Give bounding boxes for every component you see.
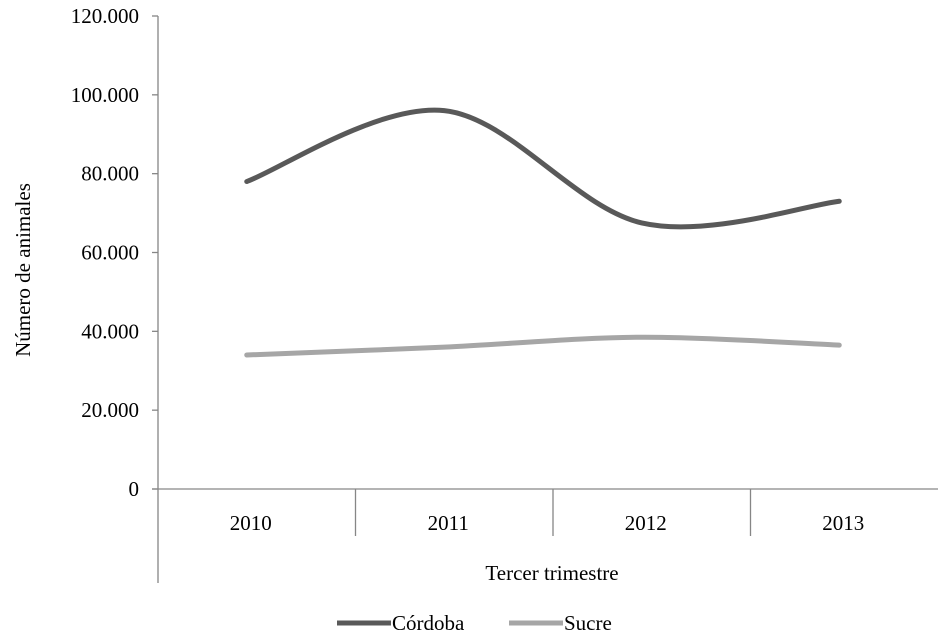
x-axis-title: Tercer trimestre [485,561,618,585]
x-tick-label: 2012 [625,511,667,535]
axes: 0 20.000 40.000 60.000 80.000 100.000 120.000 2… [71,4,938,583]
y-tick-label: 20.000 [81,398,139,422]
series-line-sucre [244,334,842,358]
y-tick-label: 80.000 [81,162,139,186]
series-line-cordoba [244,107,842,230]
y-tick-label: 0 [129,477,140,501]
y-tick-label: 60.000 [81,241,139,265]
series-lines [244,107,842,358]
x-tick-label: 2013 [822,511,864,535]
y-tick-label: 120.000 [71,4,139,28]
legend: Córdoba Sucre [337,611,612,635]
axis-labels: Número de animales Tercer trimestre [11,183,619,585]
x-tick-label: 2011 [428,511,469,535]
y-tick-label: 100.000 [71,83,139,107]
y-axis-title: Número de animales [11,183,35,357]
y-tick-label: 40.000 [81,319,139,343]
legend-label-sucre: Sucre [564,611,612,635]
legend-label-cordoba: Córdoba [392,611,465,635]
x-tick-label: 2010 [230,511,272,535]
